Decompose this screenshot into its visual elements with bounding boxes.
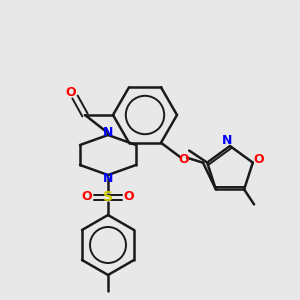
- Text: N: N: [103, 125, 113, 139]
- Text: N: N: [103, 172, 113, 185]
- Text: S: S: [103, 190, 113, 204]
- Text: O: O: [254, 153, 264, 166]
- Text: O: O: [66, 85, 76, 98]
- Text: O: O: [179, 153, 189, 166]
- Text: O: O: [124, 190, 134, 203]
- Text: O: O: [82, 190, 92, 203]
- Text: N: N: [222, 134, 232, 146]
